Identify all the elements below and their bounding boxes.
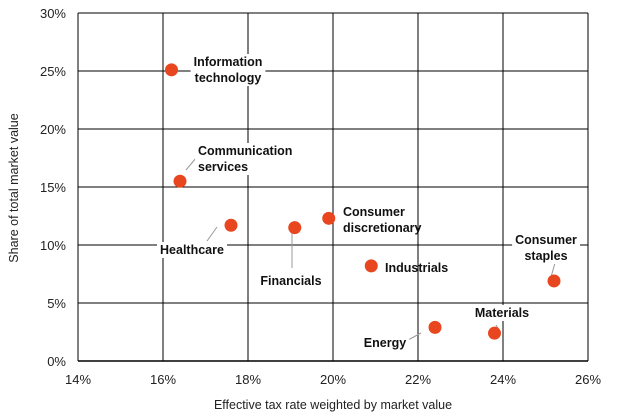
x-tick-label: 18% <box>235 372 261 387</box>
label-background <box>195 143 296 175</box>
x-tick-label: 14% <box>65 372 91 387</box>
label-background <box>190 54 266 86</box>
point-label: Healthcare <box>160 243 224 257</box>
x-tick-label: 22% <box>405 372 431 387</box>
y-tick-label: 5% <box>47 296 66 311</box>
y-tick-label: 15% <box>40 180 66 195</box>
y-axis-label: Share of total market value <box>7 113 21 262</box>
point-label: Industrials <box>385 261 448 275</box>
label-background <box>257 273 325 289</box>
data-point <box>488 326 501 340</box>
point-label: Financials <box>260 274 321 288</box>
tick-labels: 14% 16% 18% 20% 22% 24% 26% 0% 5% 10% 15% 20% 25% 30% <box>40 6 601 387</box>
point-label: Energy <box>364 336 406 350</box>
y-tick-label: 20% <box>40 122 66 137</box>
label-connector <box>550 262 556 278</box>
y-tick-label: 10% <box>40 238 66 253</box>
label-connector <box>185 157 197 171</box>
label-connector <box>206 226 218 242</box>
x-tick-label: 16% <box>150 372 176 387</box>
data-points <box>165 63 561 340</box>
point-label: Consumer discretionary <box>343 205 422 235</box>
data-point <box>288 221 302 235</box>
data-point <box>173 174 187 188</box>
point-label: Communication services <box>198 144 292 174</box>
x-axis-label: Effective tax rate weighted by market va… <box>214 398 452 412</box>
point-labels: Information technology Communication servic… <box>157 54 581 351</box>
label-background <box>360 335 410 351</box>
label-background <box>471 305 533 321</box>
grid <box>77 12 589 362</box>
data-point <box>364 259 378 273</box>
y-tick-label: 25% <box>40 64 66 79</box>
point-label: Materials <box>475 306 529 320</box>
data-point <box>322 211 336 225</box>
point-label: Information technology <box>194 55 263 85</box>
x-tick-label: 26% <box>575 372 601 387</box>
data-point <box>428 320 442 334</box>
y-tick-label: 30% <box>40 6 66 21</box>
label-connector <box>407 332 422 341</box>
label-background <box>512 232 581 264</box>
label-connectors <box>185 157 556 341</box>
y-tick-label: 0% <box>47 354 66 369</box>
x-tick-label: 20% <box>320 372 346 387</box>
label-background <box>157 242 228 258</box>
data-point <box>547 274 561 288</box>
data-point <box>224 218 238 232</box>
data-point <box>165 63 178 77</box>
point-label: Consumer staples <box>515 233 577 263</box>
x-tick-label: 24% <box>490 372 516 387</box>
